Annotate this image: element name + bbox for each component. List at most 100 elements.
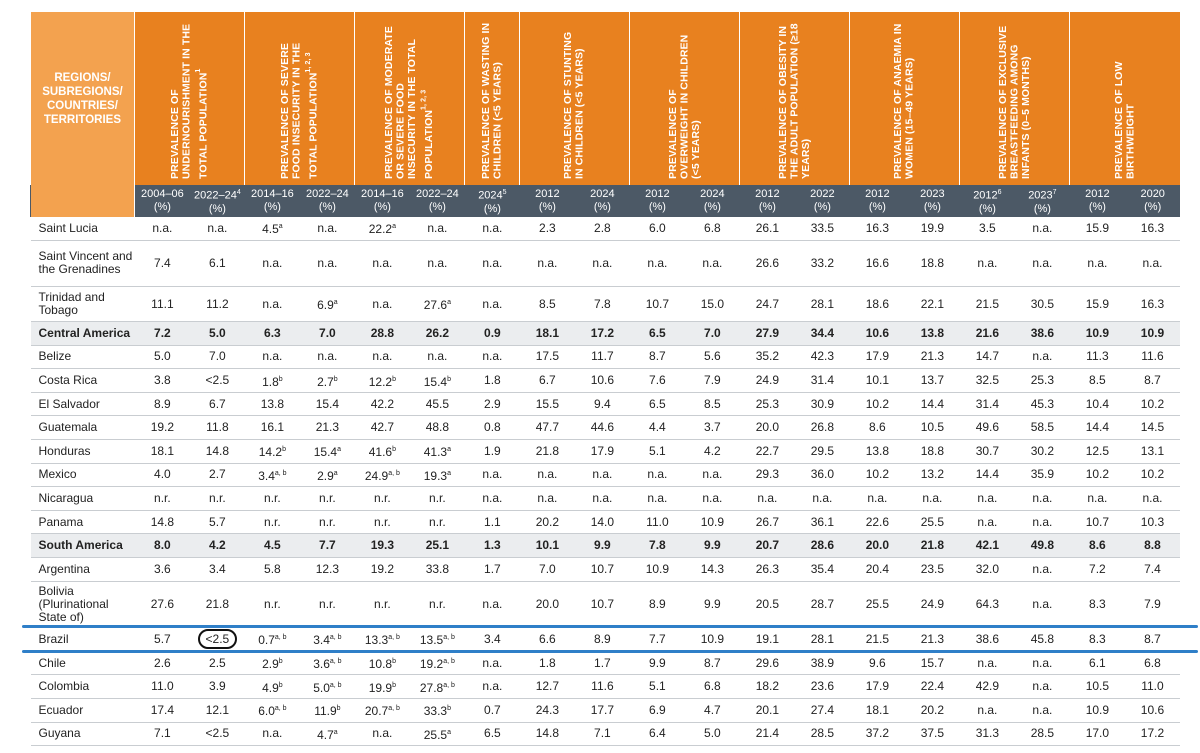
table-cell: 1.3 xyxy=(464,533,520,559)
table-cell: n.a. xyxy=(354,286,410,323)
table-cell: 24.9 xyxy=(739,368,795,393)
year-label: 2014–16 (%) xyxy=(244,185,300,217)
table-cell: 14.4 xyxy=(959,463,1015,488)
row-label: Bolivia (Plurinational State of) xyxy=(30,581,135,629)
table-cell: 11.1 xyxy=(134,286,190,323)
indicator-label: PREVALENCE OF UNDERNOURISHMENT IN THE TO… xyxy=(168,23,210,179)
table-cell: 19.1 xyxy=(739,627,795,652)
table-cell: 6.5 xyxy=(629,392,685,417)
indicator-label: PREVALENCE OF ANAEMIA IN WOMEN (15–49 YE… xyxy=(892,23,916,179)
table-cell: 22.1 xyxy=(904,286,960,323)
table-cell: 2.7b xyxy=(299,368,355,393)
table-cell: 29.5 xyxy=(794,439,850,464)
indicator-label: PREVALENCE OF STUNTING IN CHILDREN (<5 Y… xyxy=(562,31,586,179)
table-cell: 1.7 xyxy=(464,557,520,582)
table-cell: n.a. xyxy=(684,463,740,488)
table-cell: 7.0 xyxy=(684,321,740,346)
table-row: Trinidad and Tobago 11.1 11.2 n.a. 6.9a n.a. 2… xyxy=(30,286,1180,323)
highlight-line-top xyxy=(22,624,1198,628)
table-cell: 27.9 xyxy=(739,321,795,346)
table-cell: 6.7 xyxy=(189,392,245,417)
table-cell: 7.9 xyxy=(1124,581,1180,629)
table-cell: 0.7a, b xyxy=(244,627,300,652)
table-body: Saint Lucia n.a. n.a. 4.5a n.a. 22.2a n.a. n.a.… xyxy=(30,217,1180,747)
table-cell: <2.5 xyxy=(189,722,245,747)
table-cell: 8.6 xyxy=(1069,533,1125,559)
table-cell: <2.5 xyxy=(189,368,245,393)
year-label: 2012 (%) xyxy=(629,185,685,217)
indicator-label: PREVALENCE OF LOW BIRTHWEIGHT xyxy=(1112,60,1137,179)
table-cell: 10.9 xyxy=(629,557,685,582)
table-cell: 7.7 xyxy=(299,533,355,559)
indicator-header-1: PREVALENCE OF SEVERE FOOD INSECURITY IN … xyxy=(244,12,355,185)
table-cell: 34.4 xyxy=(794,321,850,346)
table-cell: 27.4 xyxy=(794,698,850,723)
table-cell: 45.5 xyxy=(409,392,465,417)
table-cell: n.a. xyxy=(409,217,465,241)
year-label: 2024 (%) xyxy=(574,185,630,217)
table-cell: 42.2 xyxy=(354,392,410,417)
table-cell: 15.4a xyxy=(299,439,355,464)
table-cell: 10.7 xyxy=(1069,510,1125,535)
row-label: Guatemala xyxy=(30,415,135,441)
table-cell: 6.1 xyxy=(189,240,245,288)
table-cell: 25.3 xyxy=(739,392,795,417)
table-cell: 10.9 xyxy=(1069,698,1125,723)
table-cell: 14.4 xyxy=(1069,415,1125,441)
table-cell: 30.9 xyxy=(794,392,850,417)
table-cell: 17.4 xyxy=(134,698,190,723)
table-cell: 13.5a, b xyxy=(409,627,465,652)
table-cell: n.r. xyxy=(299,581,355,629)
table-row: Guatemala 19.2 11.8 16.1 21.3 42.7 48.8 0.8 47.7… xyxy=(30,415,1180,441)
table-cell: 13.7 xyxy=(904,368,960,393)
table-cell: 26.2 xyxy=(409,321,465,346)
table-cell: n.a. xyxy=(519,240,575,288)
table-cell: n.a. xyxy=(519,463,575,488)
indicator-label: PREVALENCE OF OVERWEIGHT IN CHILDREN (<5… xyxy=(666,34,702,179)
table-row: Bolivia (Plurinational State of) 27.6 21.8… xyxy=(30,581,1180,629)
table-cell: 10.7 xyxy=(629,286,685,323)
indicator-label: PREVALENCE OF MODERATE OR SEVERE FOOD IN… xyxy=(383,25,436,179)
table-cell: n.a. xyxy=(1124,486,1180,511)
row-label: Panama xyxy=(30,510,135,535)
table-cell: 33.5 xyxy=(794,217,850,241)
table-cell: 13.8 xyxy=(904,321,960,346)
table-cell: 31.4 xyxy=(794,368,850,393)
table-cell: 6.1 xyxy=(1069,651,1125,676)
indicator-header-4: PREVALENCE OF STUNTING IN CHILDREN (<5 Y… xyxy=(519,12,630,185)
table-cell: 3.8 xyxy=(134,368,190,393)
table-cell: 11.0 xyxy=(629,510,685,535)
table-cell: 12.7 xyxy=(519,674,575,699)
table-cell: 58.5 xyxy=(1014,415,1070,441)
table-cell: 38.6 xyxy=(1014,321,1070,346)
table-cell: 15.7 xyxy=(904,651,960,676)
table-cell: n.r. xyxy=(299,486,355,511)
table-cell: 20.2 xyxy=(519,510,575,535)
table-cell: n.a. xyxy=(464,240,520,288)
table-cell: n.a. xyxy=(464,486,520,511)
indicator-header-2: PREVALENCE OF MODERATE OR SEVERE FOOD IN… xyxy=(354,12,465,185)
table-cell: 28.6 xyxy=(794,533,850,559)
table-cell: 20.0 xyxy=(519,581,575,629)
table-cell: 19.9 xyxy=(904,217,960,241)
table-cell: 19.2 xyxy=(134,415,190,441)
table-cell: 13.1 xyxy=(1124,439,1180,464)
table-cell: n.a. xyxy=(574,240,630,288)
table-cell: n.a. xyxy=(1014,510,1070,535)
table-cell: 41.3a xyxy=(409,439,465,464)
table-cell: n.a. xyxy=(574,463,630,488)
table-cell: n.a. xyxy=(354,722,410,747)
table-cell: 28.5 xyxy=(794,722,850,747)
table-cell: 10.4 xyxy=(1069,392,1125,417)
table-cell: 21.8 xyxy=(189,581,245,629)
table-cell: 22.2a xyxy=(354,217,410,241)
table-cell: 48.8 xyxy=(409,415,465,441)
table-cell: 1.8 xyxy=(464,368,520,393)
table-cell: 42.7 xyxy=(354,415,410,441)
table-cell: 6.8 xyxy=(684,217,740,241)
table-cell: 8.7 xyxy=(1124,627,1180,652)
table-cell: 6.3 xyxy=(244,321,300,346)
table-cell: 6.9a xyxy=(299,286,355,323)
table-cell: n.a. xyxy=(904,486,960,511)
table-cell: 3.9 xyxy=(189,674,245,699)
